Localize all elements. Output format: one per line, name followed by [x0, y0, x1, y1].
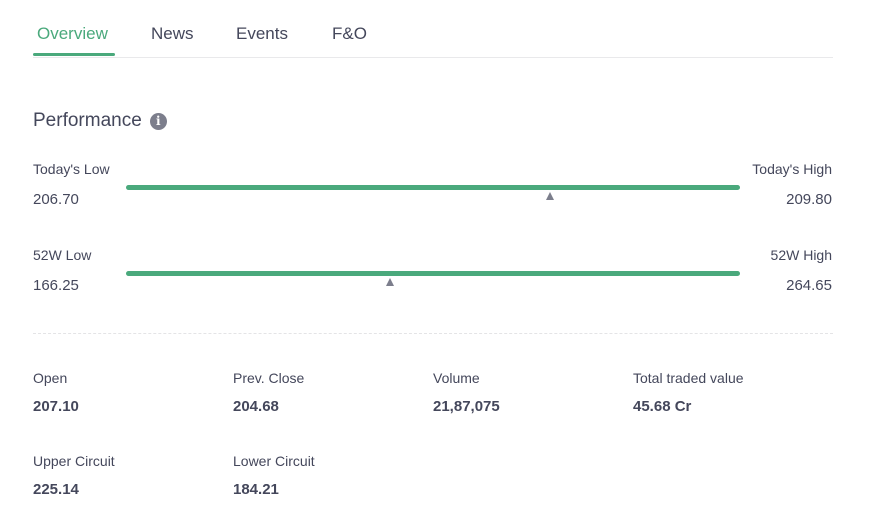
todays-high-label: Today's High	[752, 161, 832, 177]
stat-value: 21,87,075	[433, 398, 500, 415]
todays-price-marker	[545, 192, 554, 200]
52w-range-bar	[126, 271, 740, 276]
52w-price-marker	[386, 278, 395, 286]
stat-prev-close: Prev. Close 204.68	[233, 370, 304, 415]
stat-value: 225.14	[33, 481, 79, 498]
stat-open: Open 207.10	[33, 370, 79, 415]
stat-label: Volume	[433, 370, 480, 386]
active-tab-indicator	[33, 53, 115, 56]
tab-fno[interactable]: F&O	[332, 24, 367, 43]
stat-lower-circuit: Lower Circuit 184.21	[233, 453, 315, 498]
tab-events[interactable]: Events	[236, 24, 288, 43]
todays-range-bar	[126, 185, 740, 190]
stat-label: Prev. Close	[233, 370, 305, 386]
52w-high-value: 264.65	[786, 277, 832, 294]
stat-label: Upper Circuit	[33, 453, 115, 469]
section-title: Performance	[33, 110, 142, 131]
todays-low-label: Today's Low	[33, 161, 110, 177]
todays-high-value: 209.80	[786, 191, 832, 208]
performance-header: Performance i	[33, 110, 167, 132]
info-icon[interactable]: i	[149, 112, 167, 130]
todays-low-value: 206.70	[33, 191, 79, 208]
stat-value: 207.10	[33, 398, 79, 415]
tab-news[interactable]: News	[151, 24, 194, 43]
stat-label: Total traded value	[633, 370, 744, 386]
stat-upper-circuit: Upper Circuit 225.14	[33, 453, 115, 498]
52w-low-value: 166.25	[33, 277, 79, 294]
stat-volume: Volume 21,87,075	[433, 370, 500, 415]
tab-bar: Overview News Events F&O	[33, 0, 833, 58]
52w-low-label: 52W Low	[33, 247, 92, 263]
tab-overview[interactable]: Overview	[37, 24, 108, 43]
stat-value: 184.21	[233, 481, 279, 498]
stat-label: Lower Circuit	[233, 453, 315, 469]
section-divider	[33, 333, 833, 334]
stat-value: 204.68	[233, 398, 279, 415]
stat-total-traded-value: Total traded value 45.68 Cr	[633, 370, 744, 415]
52w-high-label: 52W High	[770, 247, 832, 263]
stat-label: Open	[33, 370, 68, 386]
stat-value: 45.68 Cr	[633, 398, 692, 415]
